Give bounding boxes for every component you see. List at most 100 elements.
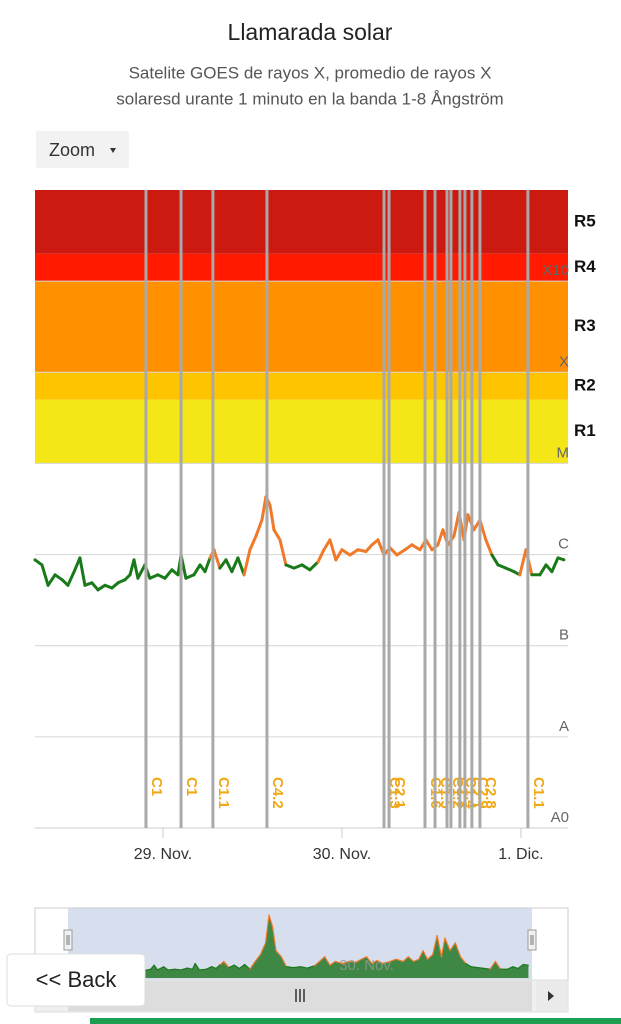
navigator-segment [285,966,295,969]
flux-segment [248,534,258,552]
chart-subtitle: solaresd urante 1 minuto en la banda 1-8… [116,89,503,108]
flux-segment [224,558,234,574]
navigator-segment [432,934,438,956]
y-tick-label: X [559,353,569,370]
navigator-segment [329,960,336,966]
navigator-segment [228,964,235,969]
navigator-segment [484,967,491,970]
plot-area: R1 R2 R3 R4 R5 A0 A B C M X X10 29. Nov. 30. Nov. 1. D… [33,190,596,863]
flux-segment [268,503,276,532]
navigator-segment [489,960,496,970]
flux-segment [212,548,222,570]
risk-band [35,253,568,282]
flux-segment [192,563,202,577]
flux-segment [348,548,360,557]
flux-segment [260,495,268,522]
flux-segment [46,573,57,587]
flux-segment [230,556,240,574]
back-button-bg[interactable] [6,953,146,1007]
event-label: C4.2 [269,777,286,809]
navigator-segment [198,968,207,971]
event-label: C1 [148,777,165,796]
event-label: C1.1 [215,777,232,809]
navigator-segment [318,956,326,963]
navigator-segment [150,964,155,970]
navigator-segment [360,956,368,960]
flux-segment [163,568,174,580]
event-label: C2.1 [391,777,408,809]
flux-segment [300,563,312,572]
flux-segment [452,510,461,538]
risk-band [35,281,568,373]
event-label: C1.1 [530,777,547,809]
navigator-x-label: 30. Nov. [339,957,394,974]
flux-segment [395,548,407,557]
navigator-segment [436,934,443,958]
navigator-segment [512,966,519,970]
navigator-segment [163,966,169,971]
event-label: C1.2 [449,777,466,809]
navigator-segment [334,960,343,965]
navigator-segment [268,914,274,928]
y-tick-label: X10 [542,262,569,279]
flux-segment [518,548,528,577]
flux-segment [278,538,288,567]
navigator-segment [477,966,486,970]
flux-segment [424,538,434,552]
navigator-handle[interactable] [63,929,73,951]
navigator-segment [244,963,251,970]
scrollbar-arrow[interactable] [548,991,554,1001]
back-button-label[interactable]: << Back [36,967,118,992]
chart-title: Llamarada solar [228,19,393,45]
navigator-segment [194,962,200,971]
navigator-segment [238,963,246,970]
navigator-segment [454,942,462,958]
risk-band [35,399,568,464]
navigator-segment [470,966,479,969]
y-tick-label: C [558,536,569,553]
navigator-segment [156,966,165,971]
flux-segment [328,538,338,562]
flux-segment [254,518,264,538]
navigator-segment [211,966,217,970]
navigator-segment [371,959,378,965]
y-tick-label: B [559,627,569,644]
band-label: R4 [574,257,596,276]
event-label: C2.8 [482,777,499,809]
zoom-caret[interactable] [110,148,116,153]
x-tick-label: 1. Dic. [498,846,543,863]
navigator-segment [264,914,270,944]
navigator-segment [407,956,415,963]
navigator-handle[interactable] [527,929,537,951]
navigator-segment [355,958,362,963]
navigator-segment [389,958,397,963]
bottom-bar [90,1018,621,1024]
navigator-segment [402,956,409,963]
y-tick-label: M [557,444,570,461]
navigator-segment [219,960,225,966]
navigator-segment [174,968,182,971]
navigator-segment [376,959,384,965]
back-button[interactable]: << Back [6,953,146,1007]
flux-segment [136,563,147,580]
navigator-segment [440,937,446,958]
navigator-segment [153,964,159,971]
navigator-segment [215,963,221,970]
flux-segment [242,548,252,577]
flux-segment [90,581,100,592]
navigator-segment [275,950,282,958]
navigator-segment [348,960,357,963]
navigator-segment [522,963,530,966]
flux-segment [236,556,246,577]
navigator-segment [444,937,451,952]
zoom-button-label[interactable]: Zoom [49,140,95,160]
navigator-segment [191,962,196,970]
flux-segment [78,556,87,587]
navigator-segment [292,966,302,969]
flux-segment [308,560,320,572]
zoom-button[interactable]: Zoom [36,131,129,168]
navigator-segment [324,956,331,966]
flux-segment [218,558,228,570]
zoom-button-bg[interactable] [36,131,129,168]
